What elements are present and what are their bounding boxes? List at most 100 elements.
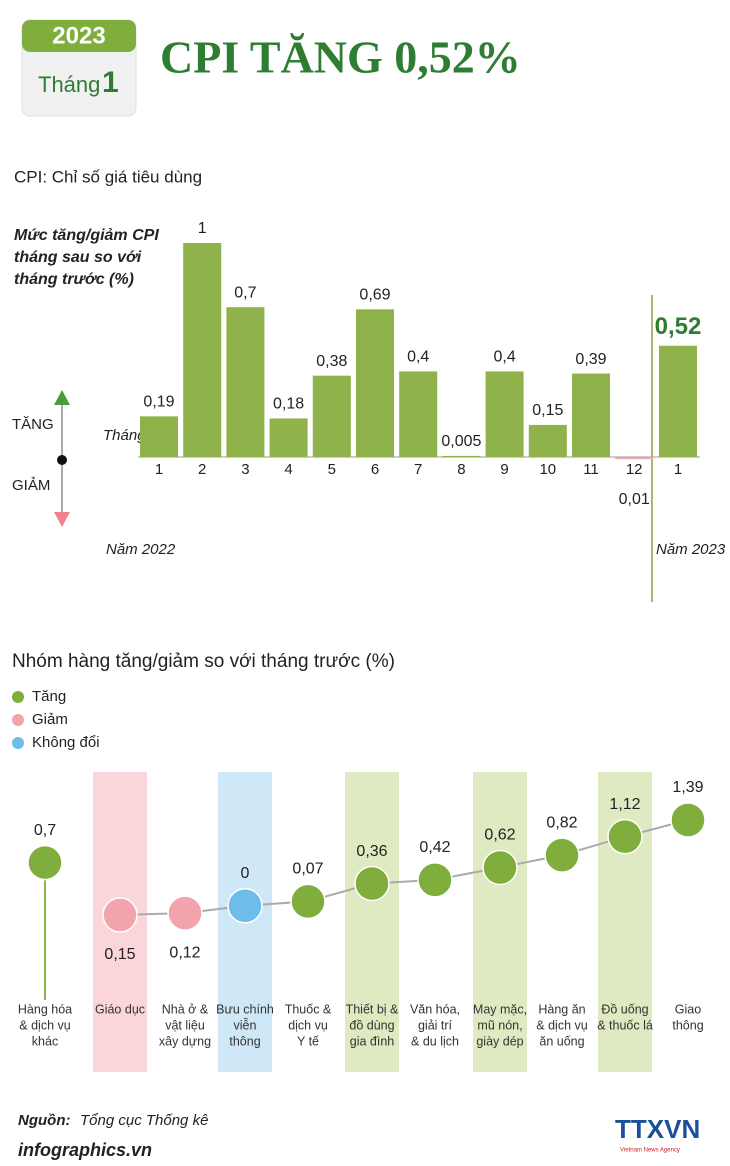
calendar-top	[22, 20, 136, 52]
value-label: 0	[241, 865, 250, 882]
dot	[482, 849, 518, 886]
category-label: & thuốc lá	[597, 1018, 653, 1032]
bar	[183, 243, 222, 457]
dot	[227, 887, 263, 924]
bar	[399, 371, 438, 457]
category-label: May mặc,	[473, 1002, 527, 1016]
source-label: Nguồn:	[18, 1112, 70, 1129]
category-label: viễn	[234, 1017, 257, 1032]
x-tick-label: 4	[284, 461, 292, 478]
bar	[312, 375, 351, 457]
subtitle: CPI: Chỉ số giá tiêu dùng	[14, 167, 202, 186]
category-label: xây dựng	[159, 1034, 211, 1048]
category-label: & dịch vụ	[536, 1018, 587, 1032]
value-label: 0,4	[493, 349, 515, 366]
bar	[659, 345, 697, 457]
x-tick-label: 8	[457, 461, 465, 478]
value-label: 0,005	[441, 433, 481, 450]
category-label: dịch vụ	[288, 1018, 328, 1032]
category-label: thông	[672, 1018, 703, 1032]
category-label: Thuốc &	[285, 1002, 332, 1016]
value-label: 0,15	[104, 946, 135, 963]
column-strip	[473, 772, 527, 1072]
x-tick-label: 12	[626, 461, 643, 478]
category-label: khác	[32, 1034, 58, 1048]
category-label: Nhà ở &	[162, 1002, 209, 1016]
up-arrow	[54, 390, 70, 405]
bar	[140, 416, 178, 457]
trend-line	[119, 819, 689, 916]
category-label: đồ dùng	[349, 1018, 394, 1032]
category-label: ăn uống	[539, 1034, 584, 1048]
dot	[167, 895, 203, 931]
bar	[528, 424, 567, 457]
bar	[572, 373, 610, 457]
down-label: GIẢM	[12, 477, 50, 494]
value-label: 0,19	[143, 394, 174, 411]
legend-label: Không đổi	[32, 734, 100, 751]
column-strip	[345, 772, 399, 1072]
legend-marker	[12, 714, 24, 726]
dot	[102, 897, 138, 933]
category-label: Hàng hóa	[18, 1002, 72, 1016]
month-label: Tháng	[38, 72, 100, 97]
value-label: 1	[198, 220, 207, 237]
value-label: 0,12	[169, 944, 200, 961]
x-tick-label: 11	[583, 461, 599, 478]
category-label: mũ nón,	[477, 1018, 522, 1032]
value-label: 0,01	[619, 491, 650, 508]
value-label: 0,62	[484, 827, 515, 844]
value-label: 0,38	[316, 353, 347, 370]
bar	[226, 307, 265, 457]
y-axis-label: tháng sau so với	[14, 249, 142, 266]
x-tick-label: 10	[539, 461, 556, 478]
dot	[290, 883, 326, 920]
year-label: Năm 2022	[106, 541, 176, 558]
bar	[356, 309, 394, 457]
down-arrow	[54, 512, 70, 527]
category-label: Đồ uống	[601, 1002, 648, 1016]
value-label: 1,39	[672, 779, 703, 796]
value-label: 0,82	[546, 814, 577, 831]
value-label: 0,07	[292, 861, 323, 878]
x-tick-label: 5	[328, 461, 336, 478]
x-tick-label: 7	[414, 461, 422, 478]
bar	[615, 457, 654, 460]
x-axis-label: Tháng	[103, 427, 146, 444]
value-label: 0,36	[356, 843, 387, 860]
value-label: 0,52	[655, 313, 702, 340]
legend-label: Giảm	[32, 711, 68, 728]
category-label: Giáo dục	[95, 1002, 145, 1016]
dot	[670, 802, 706, 838]
bar	[442, 455, 481, 457]
category-label: giày dép	[476, 1034, 523, 1048]
category-label: & dịch vụ	[19, 1018, 70, 1032]
agency: TTXVN	[615, 1114, 700, 1144]
month: 1	[102, 66, 119, 99]
category-label: Hàng ăn	[538, 1002, 585, 1016]
category-label: Giao	[675, 1002, 701, 1016]
dot	[607, 818, 643, 855]
category-label: & du lịch	[411, 1034, 459, 1048]
category-label: thông	[229, 1034, 260, 1048]
year: 2023	[52, 22, 105, 49]
year-label: Năm 2023	[656, 541, 726, 558]
legend-label: Tăng	[32, 688, 66, 705]
category-label: giải trí	[418, 1018, 453, 1032]
x-tick-label: 2	[198, 461, 206, 478]
bar	[485, 371, 524, 457]
x-tick-label: 9	[500, 461, 508, 478]
x-tick-label: 3	[241, 461, 249, 478]
category-label: vật liệu	[165, 1018, 205, 1032]
y-axis-label: tháng trước (%)	[14, 271, 134, 288]
dot	[544, 837, 580, 873]
site: infographics.vn	[18, 1140, 152, 1160]
bar	[269, 418, 308, 457]
x-tick-label: 1	[674, 461, 682, 478]
y-axis-label: Mức tăng/giảm CPI	[14, 227, 159, 244]
legend-marker	[12, 691, 24, 703]
category-label: gia đình	[350, 1034, 395, 1048]
origin-dot	[57, 455, 67, 465]
value-label: 0,39	[575, 351, 606, 368]
